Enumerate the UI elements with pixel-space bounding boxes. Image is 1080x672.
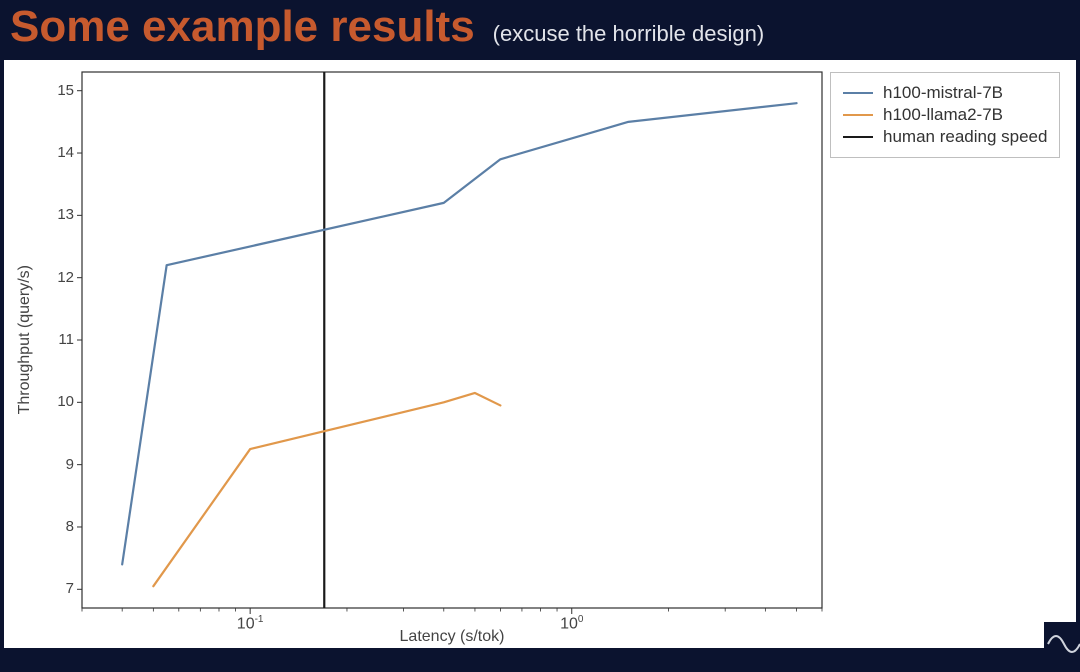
legend-swatch-icon <box>843 136 873 138</box>
legend-swatch-icon <box>843 92 873 94</box>
xtick-label: 100 <box>560 614 583 633</box>
ytick-label: 15 <box>57 82 74 99</box>
title-row: Some example results (excuse the horribl… <box>0 0 1080 52</box>
xtick-label: 10-1 <box>237 614 264 633</box>
ytick-label: 11 <box>58 331 74 348</box>
legend-item: h100-mistral-7B <box>843 83 1047 103</box>
chart-figure: Throughput (query/s) Latency (s/tok) h10… <box>4 60 1076 648</box>
ytick-label: 12 <box>57 269 74 286</box>
ytick-label: 7 <box>66 580 74 597</box>
y-axis-label: Throughput (query/s) <box>16 265 34 414</box>
legend-label: h100-llama2-7B <box>883 105 1003 125</box>
ytick-label: 9 <box>66 456 74 473</box>
legend-label: h100-mistral-7B <box>883 83 1003 103</box>
logo-watermark-icon <box>1044 622 1080 658</box>
y-axis-label-wrap: Throughput (query/s) <box>16 72 34 608</box>
ytick-label: 14 <box>57 144 74 161</box>
legend-label: human reading speed <box>883 127 1047 147</box>
slide: Some example results (excuse the horribl… <box>0 0 1080 672</box>
legend-item: human reading speed <box>843 127 1047 147</box>
legend-swatch-icon <box>843 114 873 116</box>
ytick-label: 10 <box>57 393 74 410</box>
slide-title: Some example results <box>10 2 475 52</box>
legend-item: h100-llama2-7B <box>843 105 1047 125</box>
slide-subtitle: (excuse the horrible design) <box>493 21 764 47</box>
legend: h100-mistral-7Bh100-llama2-7Bhuman readi… <box>830 72 1060 158</box>
x-axis-label: Latency (s/tok) <box>82 628 822 646</box>
ytick-label: 8 <box>66 518 74 535</box>
ytick-label: 13 <box>57 206 74 223</box>
